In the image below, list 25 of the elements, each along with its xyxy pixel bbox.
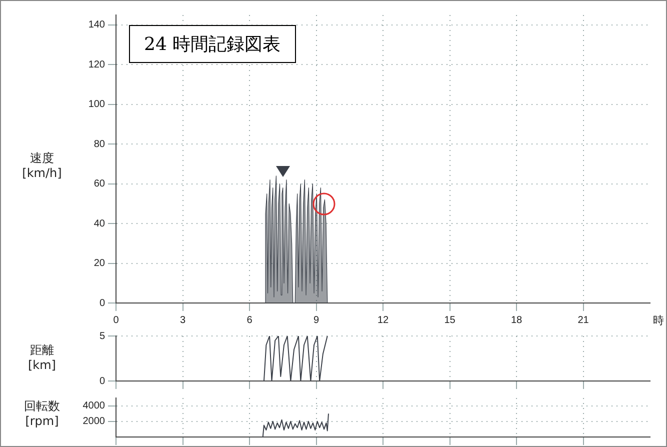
y-tick-label: 60: [94, 178, 106, 190]
y-tick-label: 4000: [82, 400, 106, 412]
y-axis-title: 速度 [km/h]: [21, 151, 63, 181]
y-tick-label: 140: [88, 20, 106, 31]
y-tick-label: 0: [99, 376, 106, 387]
x-tick-label: 18: [510, 314, 522, 326]
y-tick-label: 100: [88, 99, 106, 110]
x-tick-label: 0: [113, 314, 120, 326]
x-tick-label: 6: [246, 314, 253, 326]
x-tick-label: 15: [444, 314, 456, 326]
y-tick-label: 2000: [82, 416, 106, 428]
y-tick-label: 120: [88, 59, 106, 70]
x-axis-title: 時: [653, 313, 664, 328]
x-tick-label: 21: [578, 314, 590, 326]
y-tick-label: 0: [99, 298, 106, 309]
y-axis-title: 回転数 [rpm]: [23, 399, 61, 429]
y-axis-title: 距離 [km]: [26, 343, 57, 373]
x-tick-label: 9: [313, 314, 320, 326]
y-tick-label: 5: [99, 330, 106, 342]
y-tick-label: 40: [94, 218, 106, 230]
text: 24 時間記録図表: [129, 25, 296, 63]
x-tick-label: 12: [377, 314, 389, 326]
y-tick-label: 20: [94, 258, 106, 270]
y-tick-label: 80: [94, 138, 106, 150]
x-tick-label: 3: [180, 314, 186, 326]
